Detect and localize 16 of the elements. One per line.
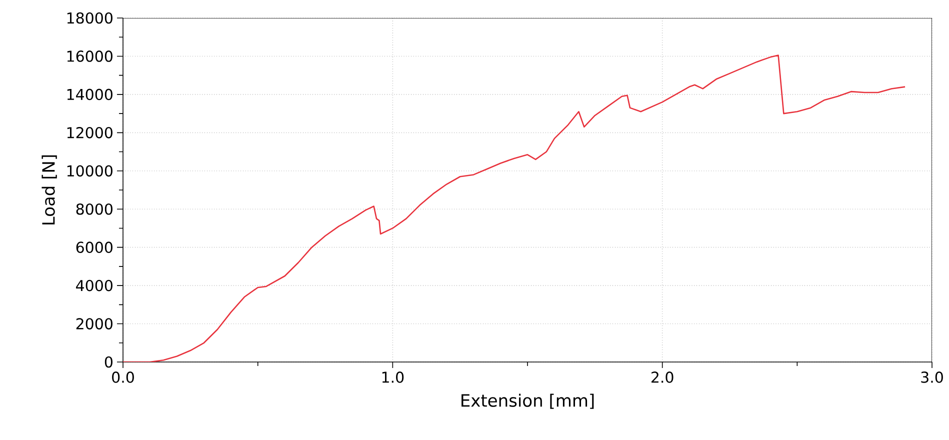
y-tick-label: 4000 [76,280,112,292]
x-tick-label: 1.0 [382,372,404,383]
x-axis-title: Extension [mm] [462,394,594,409]
y-tick-label: 10000 [67,165,112,177]
y-tick-label: 0 [104,356,112,368]
y-tick-label: 16000 [67,50,112,62]
y-tick-label: 14000 [67,88,112,100]
y-tick-label: 8000 [76,203,112,215]
x-tick-label: 3.0 [921,372,943,383]
y-tick-label: 12000 [67,126,112,138]
y-axis-title: Load [N] [42,155,57,224]
y-tick-label: 2000 [76,318,112,330]
x-tick-label: 2.0 [652,372,674,383]
x-tick-label: 0.0 [112,372,134,383]
y-tick-label: 6000 [76,242,112,254]
y-tick-label: 18000 [67,12,112,24]
